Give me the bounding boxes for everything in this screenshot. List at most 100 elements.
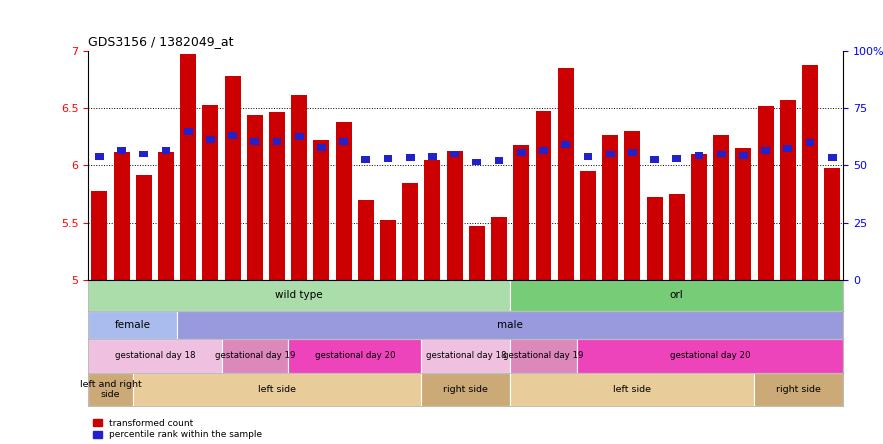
Text: gestational day 18: gestational day 18 [115, 351, 195, 360]
Bar [562, 142, 570, 148]
Bar [273, 138, 282, 145]
Bar [717, 151, 726, 158]
Bar [95, 153, 104, 160]
Text: right side: right side [443, 385, 488, 394]
Text: male: male [497, 320, 523, 330]
Bar [380, 220, 396, 280]
Bar [602, 135, 618, 280]
Bar [580, 171, 596, 280]
Bar [228, 132, 237, 139]
Text: gestational day 20: gestational day 20 [314, 351, 395, 360]
Bar [140, 151, 148, 158]
Bar [251, 138, 260, 145]
Bar [224, 76, 241, 280]
Bar [739, 152, 748, 159]
Bar [158, 152, 174, 280]
Bar [472, 159, 481, 166]
Bar [780, 100, 796, 280]
Bar [606, 151, 615, 158]
Bar [827, 154, 836, 161]
Bar [288, 339, 421, 373]
Bar [421, 339, 510, 373]
Bar [824, 168, 840, 280]
Bar [313, 140, 329, 280]
Bar [510, 339, 577, 373]
Text: left and right
side: left and right side [79, 380, 141, 399]
Text: gestational day 19: gestational day 19 [503, 351, 584, 360]
Bar [761, 147, 770, 154]
Bar [358, 200, 374, 280]
Text: right side: right side [776, 385, 821, 394]
Bar [222, 339, 288, 373]
Text: gestational day 20: gestational day 20 [670, 351, 751, 360]
Bar [136, 174, 152, 280]
Bar [88, 339, 222, 373]
Bar [88, 311, 177, 339]
Bar [269, 112, 285, 280]
Bar [695, 152, 704, 159]
Text: orl: orl [670, 290, 683, 301]
Bar [646, 198, 662, 280]
Bar [428, 153, 437, 160]
Bar [517, 150, 525, 156]
Bar [202, 105, 218, 280]
Bar [361, 156, 370, 163]
Bar [206, 136, 215, 143]
Bar [535, 111, 552, 280]
Bar [88, 280, 510, 311]
Bar [713, 135, 729, 280]
Bar [672, 155, 681, 162]
Bar [184, 128, 192, 135]
Legend: transformed count, percentile rank within the sample: transformed count, percentile rank withi… [93, 419, 262, 440]
Bar [406, 154, 415, 161]
Bar [691, 154, 707, 280]
Bar [88, 373, 132, 406]
Bar [92, 190, 108, 280]
Bar [584, 153, 592, 160]
Bar [403, 182, 419, 280]
Bar [577, 339, 843, 373]
Bar [469, 226, 485, 280]
Bar [421, 373, 510, 406]
Bar [668, 194, 684, 280]
Text: gestational day 19: gestational day 19 [215, 351, 295, 360]
Bar [494, 158, 503, 164]
Bar [628, 150, 637, 156]
Bar [247, 115, 263, 280]
Bar [447, 151, 463, 280]
Bar [339, 138, 348, 145]
Bar [114, 152, 130, 280]
Bar [510, 373, 754, 406]
Bar [425, 160, 441, 280]
Text: wild type: wild type [275, 290, 323, 301]
Bar [295, 133, 304, 140]
Bar [650, 156, 659, 163]
Bar [177, 311, 843, 339]
Bar [291, 95, 307, 280]
Bar [540, 147, 547, 154]
Bar [736, 148, 751, 280]
Bar [754, 373, 843, 406]
Bar [180, 55, 196, 280]
Bar [384, 155, 392, 162]
Text: GDS3156 / 1382049_at: GDS3156 / 1382049_at [88, 36, 234, 48]
Bar [805, 139, 814, 146]
Bar [336, 122, 351, 280]
Bar [117, 147, 126, 154]
Bar [132, 373, 421, 406]
Bar [491, 217, 507, 280]
Bar [510, 280, 843, 311]
Bar [558, 68, 574, 280]
Text: gestational day 18: gestational day 18 [426, 351, 506, 360]
Bar [783, 145, 792, 152]
Bar [162, 147, 170, 154]
Bar [758, 106, 774, 280]
Bar [802, 65, 818, 280]
Bar [450, 151, 459, 158]
Text: left side: left side [258, 385, 296, 394]
Bar [513, 145, 529, 280]
Text: female: female [115, 320, 151, 330]
Text: left side: left side [614, 385, 652, 394]
Bar [624, 131, 640, 280]
Bar [317, 144, 326, 151]
